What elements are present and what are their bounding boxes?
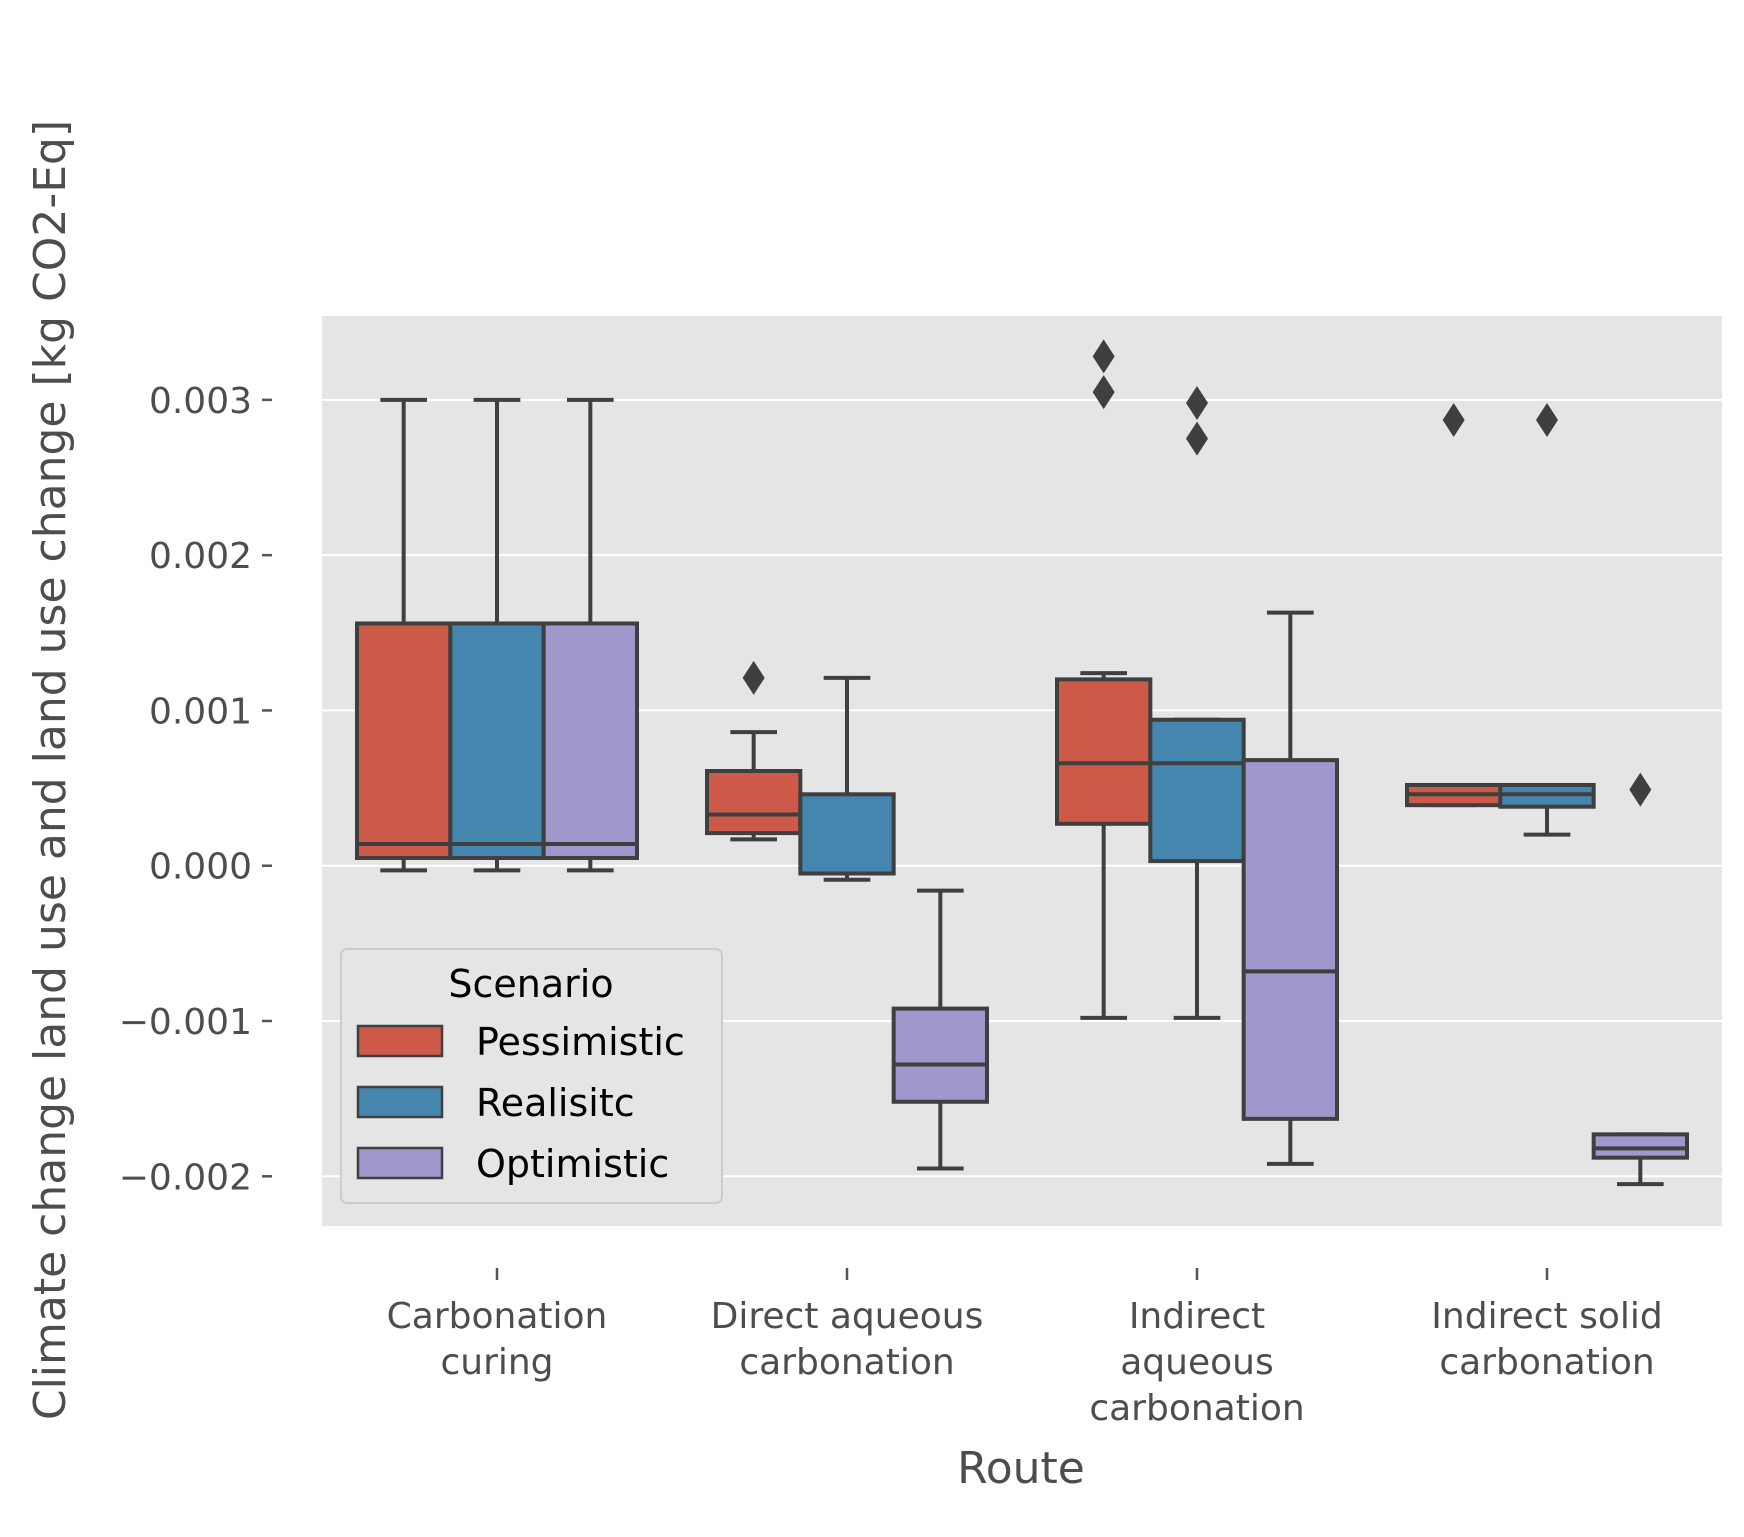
iqr-box xyxy=(891,1006,990,1104)
legend-label: Optimistic xyxy=(476,1142,669,1186)
outlier-point xyxy=(1629,772,1652,807)
box-group xyxy=(355,397,453,873)
y-tick-label: −0.002 xyxy=(119,1157,252,1198)
iqr-box xyxy=(705,769,803,836)
outlier-point xyxy=(1442,403,1465,438)
outlier-point xyxy=(1092,375,1115,410)
x-tick-label: Direct aqueous carbonation xyxy=(711,1296,984,1383)
legend-swatch xyxy=(356,1085,444,1119)
outlier-point xyxy=(1186,385,1208,420)
box-group xyxy=(1591,772,1689,1187)
box-layer xyxy=(355,339,1689,1187)
iqr-box xyxy=(1591,1132,1689,1160)
iqr-box xyxy=(541,621,640,860)
box-group xyxy=(448,397,546,873)
box-group xyxy=(1241,610,1339,1166)
box-group xyxy=(705,660,803,842)
iqr-box xyxy=(1055,677,1153,826)
legend-label: Realisitc xyxy=(476,1081,635,1125)
box-group xyxy=(1498,403,1596,837)
legend-swatch xyxy=(356,1146,444,1180)
iqr-box xyxy=(1148,717,1246,864)
y-axis-label: Climate change land use and land use cha… xyxy=(25,120,76,1420)
y-axis-ticks: −0.002 −0.001 0.000 0.001 0.002 0.003 xyxy=(119,381,272,1198)
iqr-box xyxy=(1241,758,1339,1121)
x-axis-ticks: Carbonation curing Direct aqueous carbonati… xyxy=(387,1268,1663,1429)
box-group xyxy=(1148,385,1246,1020)
y-tick-label: −0.001 xyxy=(119,1002,252,1043)
box-group xyxy=(541,397,640,873)
iqr-box xyxy=(448,621,546,860)
legend: Scenario Pessimistic Realisitc Optimistic xyxy=(340,948,723,1204)
legend-swatch xyxy=(356,1024,444,1058)
outlier-point xyxy=(742,660,765,695)
x-axis-label: Route xyxy=(957,1443,1085,1494)
outlier-point xyxy=(1536,403,1558,438)
outlier-point xyxy=(1186,421,1208,456)
box-group xyxy=(891,888,990,1171)
x-tick-label: Indirect aqueous carbonation xyxy=(1089,1296,1304,1429)
box-group xyxy=(798,675,896,882)
legend-title: Scenario xyxy=(448,962,613,1006)
y-tick-label: 0.002 xyxy=(149,536,252,577)
legend-label: Pessimistic xyxy=(476,1020,685,1064)
legend-frame xyxy=(340,948,723,1204)
outlier-point xyxy=(1092,339,1115,374)
iqr-box xyxy=(355,621,453,860)
x-tick-label: Carbonation curing xyxy=(387,1296,608,1383)
y-tick-label: 0.003 xyxy=(149,381,252,422)
iqr-box xyxy=(798,792,896,876)
y-tick-label: 0.001 xyxy=(149,691,252,732)
y-tick-label: 0.000 xyxy=(149,847,252,888)
x-tick-label: Indirect solid carbonation xyxy=(1431,1296,1662,1383)
